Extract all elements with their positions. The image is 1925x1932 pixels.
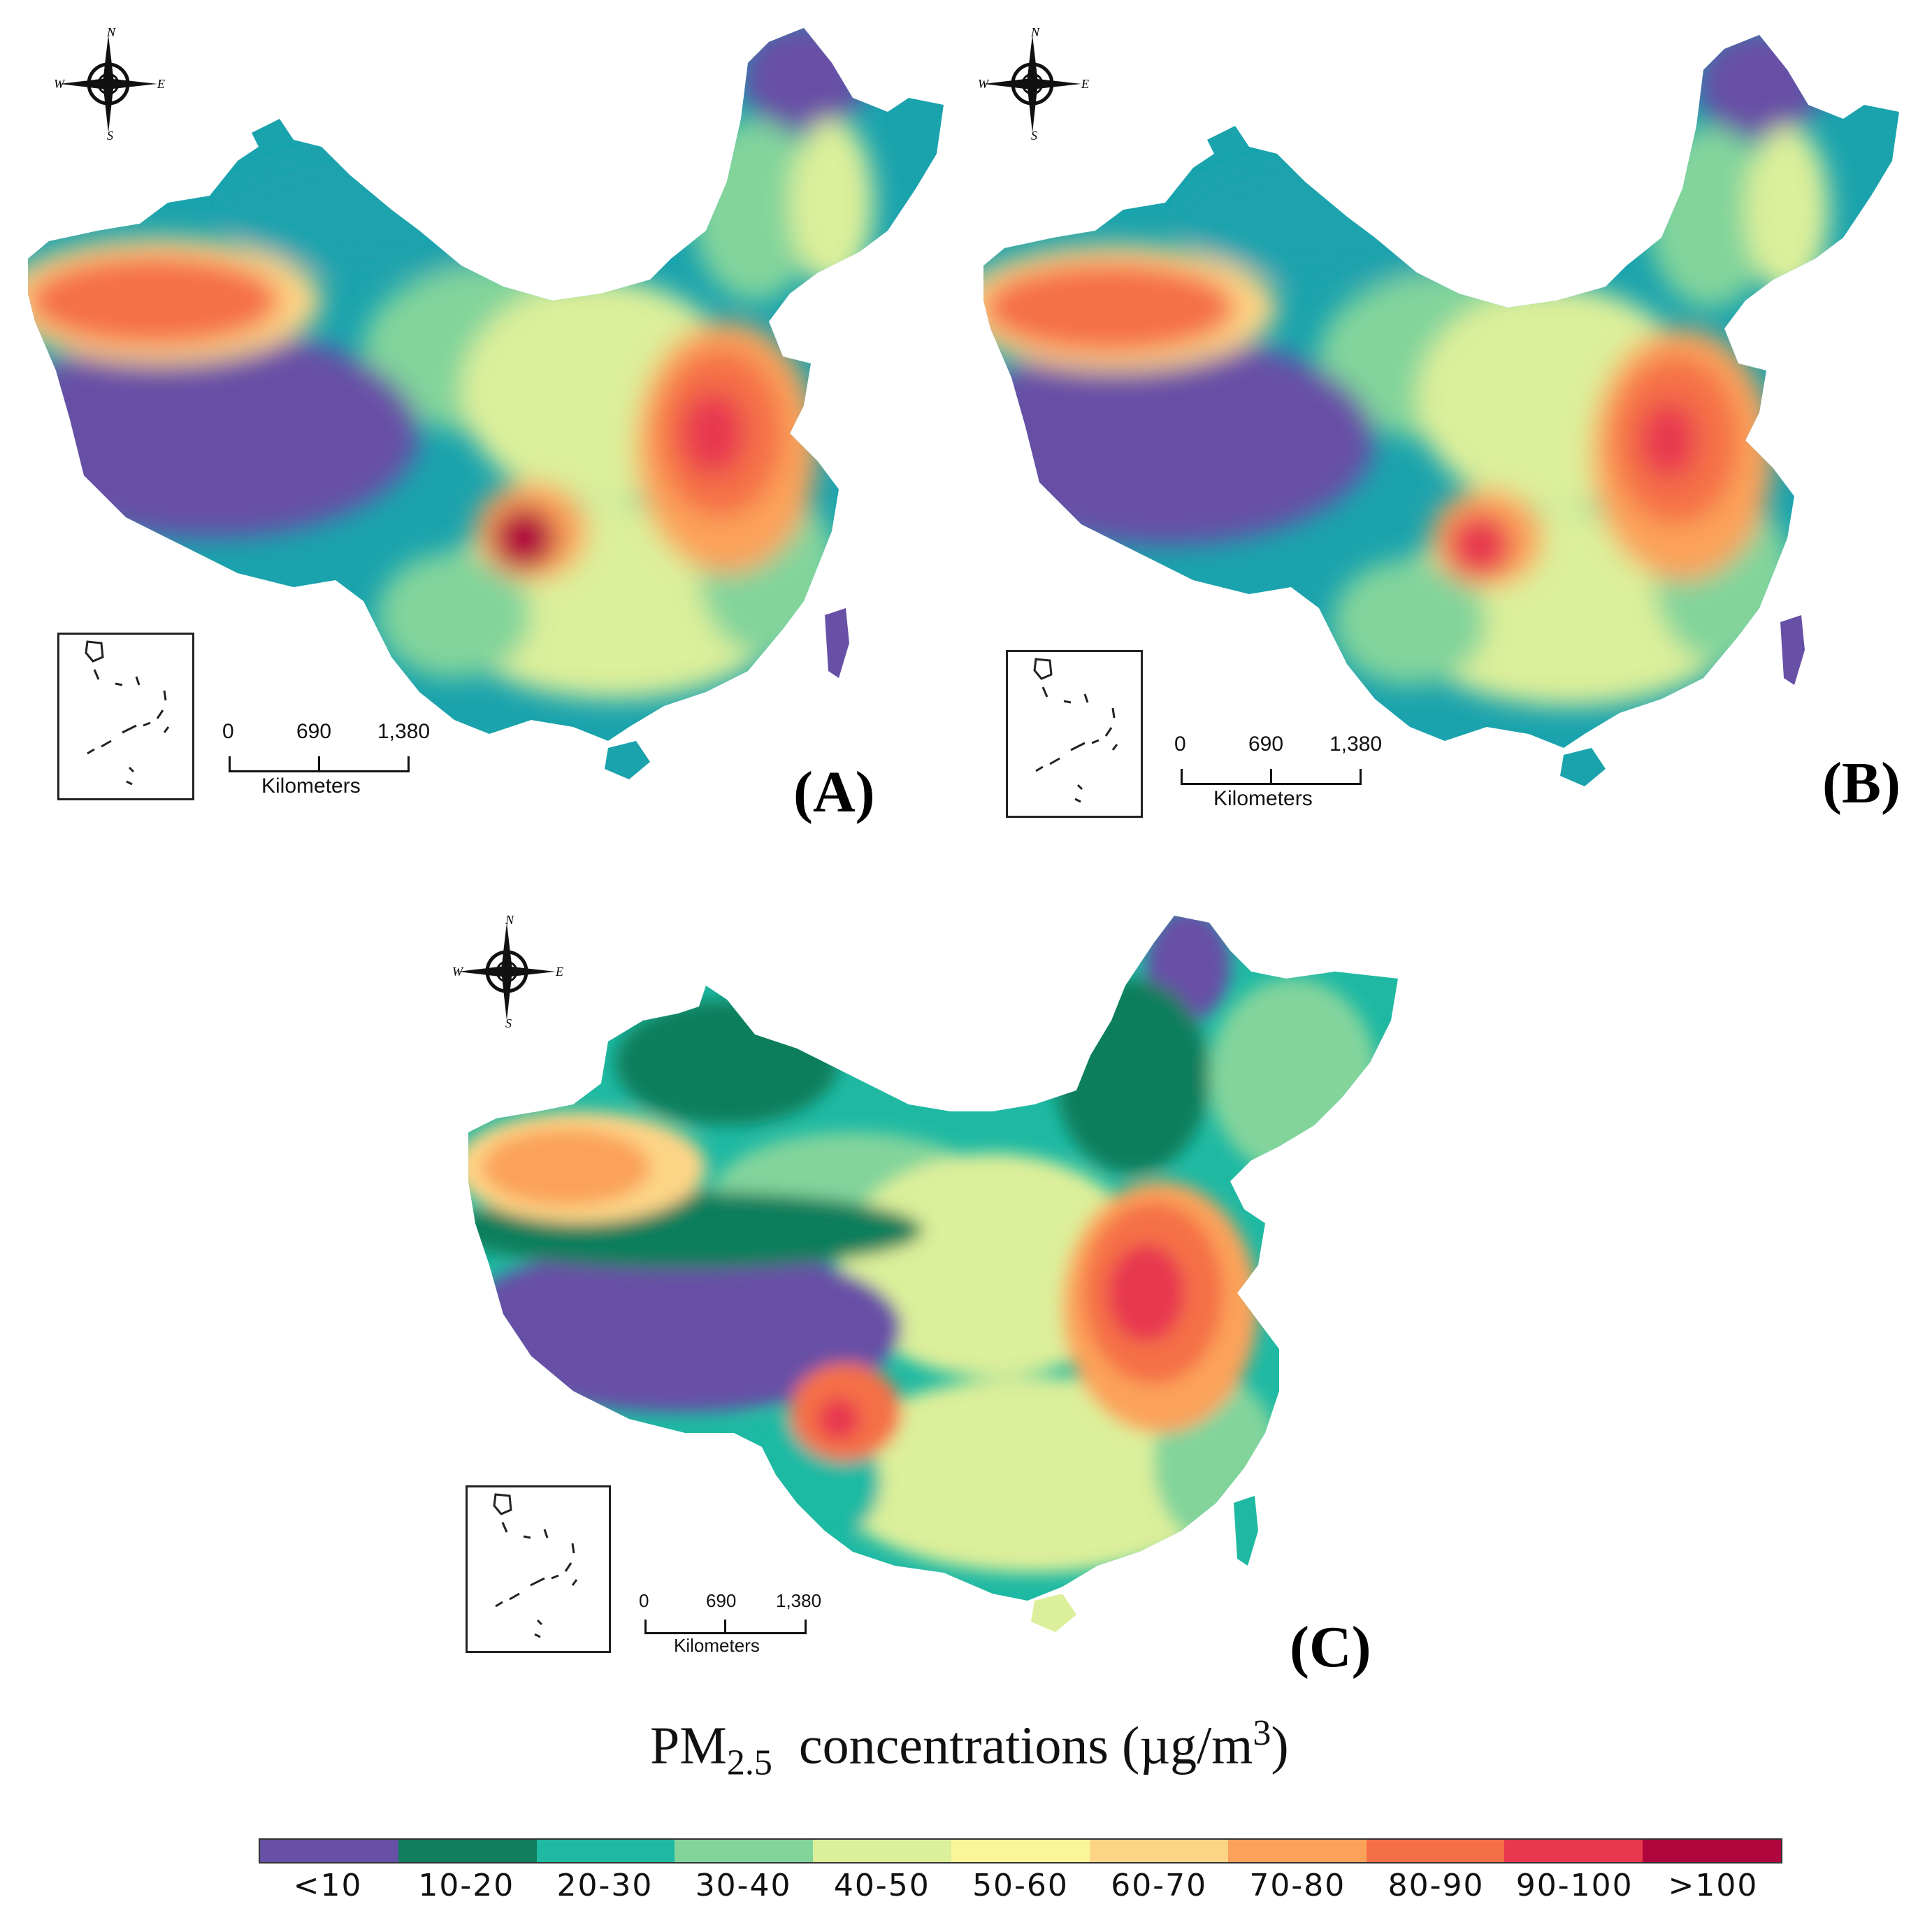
compass-rose-icon: N S E W (54, 25, 165, 143)
south-china-sea-inset (57, 633, 194, 800)
panel-label-a: (A) (793, 760, 875, 825)
legend-class-label: 30-40 (695, 1868, 792, 1903)
south-china-sea-islands-icon (85, 640, 170, 786)
scale-tick-0: 0 (222, 720, 234, 743)
scale-tick-0: 0 (639, 1590, 649, 1611)
scale-tick-690: 690 (1248, 733, 1284, 756)
legend-swatch (536, 1840, 675, 1862)
legend-title-main: PM (650, 1716, 727, 1775)
legend-class-label: 60-70 (1111, 1868, 1208, 1903)
scale-tick-mid (724, 1620, 726, 1634)
compass-s: S (107, 129, 113, 143)
compass-n: N (1030, 25, 1040, 39)
legend-swatch (398, 1840, 537, 1862)
legend-title-end: ) (1271, 1716, 1289, 1775)
legend-class-label: 40-50 (833, 1868, 930, 1903)
scale-tick-mid (1270, 769, 1272, 785)
legend-class-label: >100 (1668, 1868, 1759, 1903)
legend-title-rest: concentrations (µg/m (772, 1716, 1253, 1775)
china-pm25-map-b (983, 35, 1899, 786)
legend-swatch (1504, 1840, 1643, 1862)
scale-bar: 0 690 1,380 Kilometers (1162, 733, 1399, 816)
legend-title-sub: 2.5 (726, 1743, 772, 1783)
scale-tick-mid (318, 756, 320, 772)
compass-s: S (505, 1016, 512, 1030)
scale-bar: 0 690 1,380 Kilometers (636, 1590, 846, 1667)
south-china-sea-inset (1006, 650, 1143, 818)
legend-color-bar (259, 1838, 1782, 1863)
legend-swatch (813, 1840, 952, 1862)
panel-label-b: (B) (1822, 751, 1901, 816)
map-panel-b: N S E W 0 690 1,380 Kilometers (B) (962, 0, 1925, 839)
south-china-sea-inset (466, 1485, 611, 1653)
map-panel-c: N S E W 0 690 1,380 Kilometers (C) (433, 902, 1412, 1699)
legend-class-label: 10-20 (418, 1868, 515, 1903)
china-pm25-map-a (28, 28, 944, 779)
compass-rose-icon: N S E W (978, 25, 1089, 143)
legend-title-sup: 3 (1253, 1713, 1271, 1753)
scale-tick-690: 690 (296, 720, 332, 743)
legend-swatch (1089, 1840, 1228, 1862)
map-panel-a: N S E W 0 690 1,380 Kilometers (A) (0, 0, 962, 839)
compass-s: S (1031, 129, 1037, 143)
legend-class-label: 50-60 (972, 1868, 1069, 1903)
scale-tick-left (229, 756, 231, 772)
scale-bar: 0 690 1,380 Kilometers (210, 720, 447, 804)
legend-swatch (675, 1840, 814, 1862)
legend-title: PM2.5 concentrations (µg/m3) (650, 1713, 1419, 1784)
scale-unit: Kilometers (1213, 787, 1313, 810)
scale-tick-1380: 1,380 (776, 1590, 822, 1611)
scale-tick-0: 0 (1174, 733, 1186, 756)
scale-tick-690: 690 (706, 1590, 737, 1611)
scale-tick-left (644, 1620, 647, 1634)
scale-unit: Kilometers (261, 774, 361, 798)
compass-e: E (555, 965, 563, 979)
south-china-sea-islands-icon (1033, 658, 1118, 803)
legend-labels: <10 10-20 20-30 30-40 40-50 50-60 60-70 70-80 80… (259, 1868, 1782, 1910)
legend-swatch (260, 1840, 398, 1862)
legend-swatch (951, 1840, 1090, 1862)
panel-label-c: (C) (1290, 1615, 1371, 1680)
compass-rose-icon: N S E W (452, 913, 563, 1030)
compass-e: E (157, 77, 165, 91)
south-china-sea-islands-icon (493, 1493, 578, 1638)
scale-tick-1380: 1,380 (377, 720, 431, 743)
scale-unit: Kilometers (674, 1635, 760, 1656)
compass-w: W (978, 77, 990, 91)
scale-tick-left (1181, 769, 1183, 785)
legend-swatch (1227, 1840, 1367, 1862)
legend-class-label: <10 (293, 1868, 363, 1903)
scale-tick-right (805, 1620, 807, 1634)
compass-n: N (505, 913, 514, 927)
legend-class-label: 80-90 (1387, 1868, 1485, 1903)
legend-class-label: 20-30 (556, 1868, 654, 1903)
scale-tick-right (1360, 769, 1362, 785)
scale-tick-1380: 1,380 (1329, 733, 1383, 756)
china-pm25-map-c (468, 916, 1398, 1632)
compass-w: W (452, 965, 464, 979)
compass-e: E (1081, 77, 1089, 91)
compass-w: W (54, 77, 66, 91)
legend-swatch (1366, 1840, 1505, 1862)
compass-n: N (106, 25, 116, 39)
legend-class-label: 90-100 (1515, 1868, 1634, 1903)
legend-class-label: 70-80 (1249, 1868, 1346, 1903)
scale-tick-right (408, 756, 410, 772)
legend-swatch (1643, 1840, 1781, 1862)
